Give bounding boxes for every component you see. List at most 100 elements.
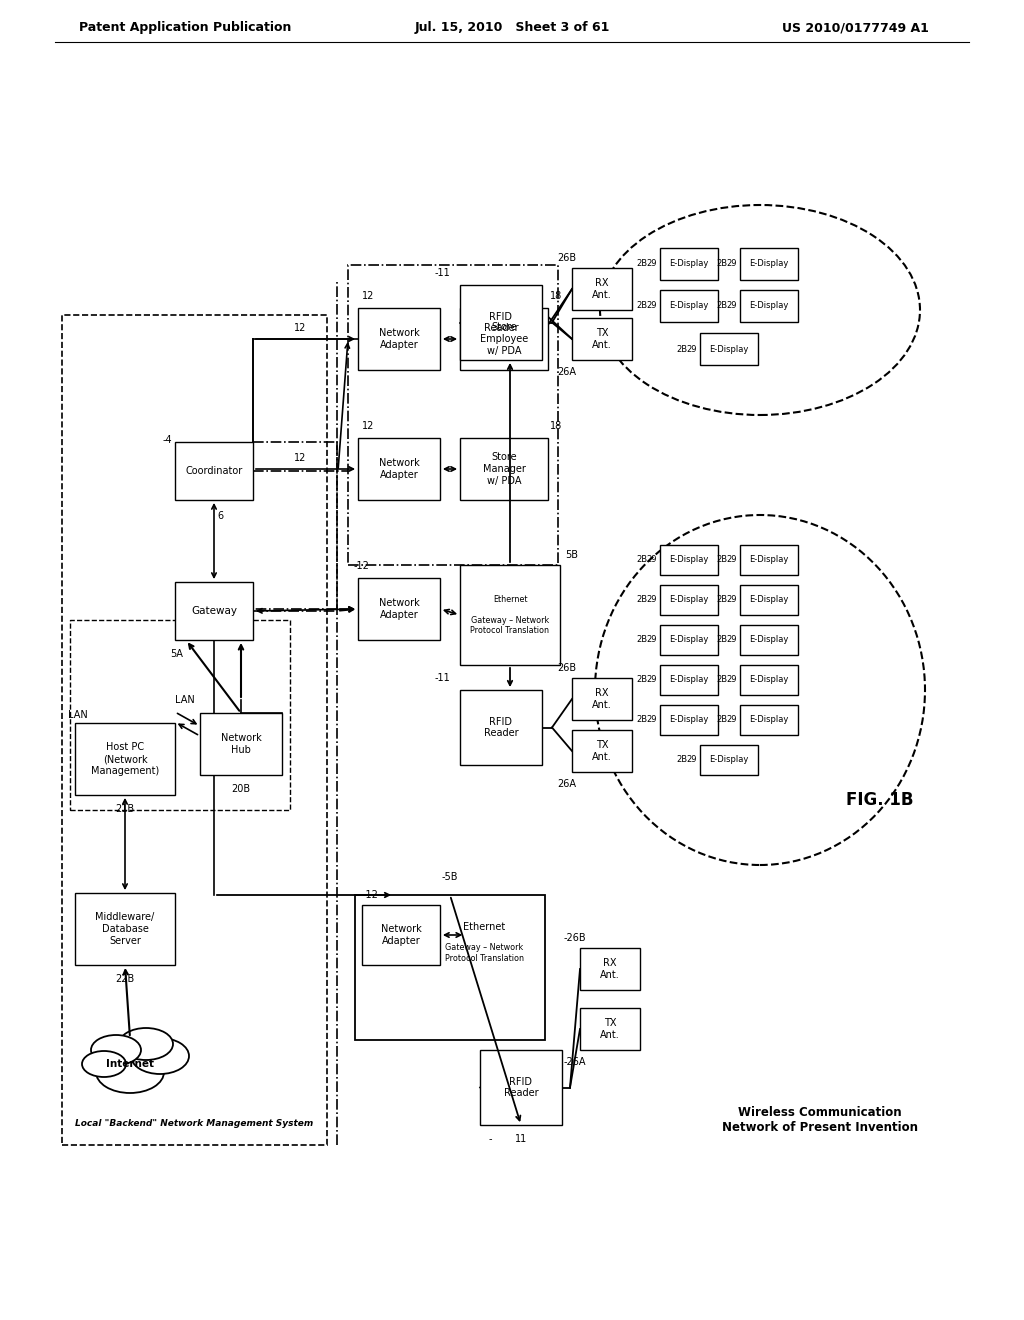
FancyBboxPatch shape [75, 894, 175, 965]
Text: E-Display: E-Display [750, 595, 788, 605]
Text: 29: 29 [647, 260, 657, 268]
FancyBboxPatch shape [660, 545, 718, 576]
Text: Network
Adapter: Network Adapter [379, 329, 420, 350]
FancyBboxPatch shape [460, 565, 560, 665]
FancyBboxPatch shape [362, 906, 440, 965]
Text: 18: 18 [550, 290, 562, 301]
Text: E-Display: E-Display [670, 301, 709, 310]
Text: 29: 29 [727, 260, 737, 268]
Text: 29: 29 [647, 595, 657, 605]
FancyBboxPatch shape [200, 713, 282, 775]
Text: 2B: 2B [717, 301, 728, 310]
Text: Store
Employee
w/ PDA: Store Employee w/ PDA [480, 322, 528, 355]
Text: 29: 29 [727, 595, 737, 605]
FancyBboxPatch shape [175, 582, 253, 640]
Text: 12: 12 [294, 453, 306, 463]
Text: -5B: -5B [441, 873, 459, 882]
Text: Network
Adapter: Network Adapter [379, 598, 420, 620]
FancyBboxPatch shape [572, 730, 632, 772]
Text: 29: 29 [727, 635, 737, 644]
Ellipse shape [119, 1028, 173, 1060]
Text: E-Display: E-Display [750, 556, 788, 565]
Text: 2B: 2B [637, 260, 647, 268]
Text: 29: 29 [647, 676, 657, 685]
Text: 2B: 2B [637, 556, 647, 565]
Text: RFID
Reader: RFID Reader [504, 1077, 539, 1098]
Text: E-Display: E-Display [670, 260, 709, 268]
Text: LAN: LAN [69, 710, 88, 719]
Text: Local "Backend" Network Management System: Local "Backend" Network Management Syste… [76, 1118, 313, 1127]
FancyBboxPatch shape [740, 248, 798, 280]
Text: Gateway: Gateway [191, 606, 237, 616]
FancyBboxPatch shape [740, 665, 798, 696]
Text: -26A: -26A [564, 1057, 587, 1067]
Text: 2B: 2B [717, 260, 728, 268]
FancyBboxPatch shape [460, 438, 548, 500]
Text: Coordinator: Coordinator [185, 466, 243, 477]
Text: RX
Ant.: RX Ant. [600, 958, 620, 979]
FancyBboxPatch shape [480, 1049, 562, 1125]
FancyBboxPatch shape [660, 585, 718, 615]
FancyBboxPatch shape [660, 624, 718, 655]
FancyBboxPatch shape [460, 285, 542, 360]
Text: 20B: 20B [231, 784, 251, 795]
Text: 29: 29 [727, 715, 737, 725]
Text: E-Display: E-Display [710, 755, 749, 764]
FancyBboxPatch shape [355, 895, 545, 1040]
FancyBboxPatch shape [740, 585, 798, 615]
Text: 2B: 2B [717, 635, 728, 644]
Text: LAN: LAN [175, 696, 195, 705]
Text: -11: -11 [434, 268, 450, 279]
Text: 29: 29 [647, 715, 657, 725]
FancyBboxPatch shape [358, 438, 440, 500]
Text: 29: 29 [647, 301, 657, 310]
Text: 2B: 2B [637, 676, 647, 685]
Text: Network
Adapter: Network Adapter [381, 924, 421, 946]
Text: E-Display: E-Display [670, 556, 709, 565]
Text: RFID
Reader: RFID Reader [483, 312, 518, 333]
Ellipse shape [131, 1038, 189, 1074]
FancyBboxPatch shape [75, 723, 175, 795]
Text: 26B: 26B [557, 253, 577, 263]
FancyBboxPatch shape [660, 705, 718, 735]
Text: 29: 29 [687, 345, 697, 354]
Text: RFID
Reader: RFID Reader [483, 717, 518, 738]
Text: -12: -12 [362, 890, 378, 900]
Text: Store
Manager
w/ PDA: Store Manager w/ PDA [482, 453, 525, 486]
Text: E-Display: E-Display [750, 676, 788, 685]
Text: 5B: 5B [565, 550, 579, 560]
Text: 2B: 2B [677, 755, 687, 764]
Text: E-Display: E-Display [750, 301, 788, 310]
FancyBboxPatch shape [358, 308, 440, 370]
Text: Network
Adapter: Network Adapter [379, 458, 420, 479]
FancyBboxPatch shape [460, 308, 548, 370]
Text: E-Display: E-Display [750, 715, 788, 725]
Text: 29: 29 [647, 635, 657, 644]
Text: 12: 12 [361, 421, 374, 432]
Text: Host PC
(Network
Management): Host PC (Network Management) [91, 742, 159, 776]
Text: 2B: 2B [637, 715, 647, 725]
Text: E-Display: E-Display [710, 345, 749, 354]
Text: TX
Ant.: TX Ant. [592, 329, 612, 350]
Text: Wireless Communication
Network of Present Invention: Wireless Communication Network of Presen… [722, 1106, 918, 1134]
Text: E-Display: E-Display [670, 595, 709, 605]
FancyBboxPatch shape [740, 624, 798, 655]
Text: 29: 29 [687, 755, 697, 764]
Text: -4: -4 [162, 436, 172, 445]
FancyBboxPatch shape [358, 578, 440, 640]
Text: 2B: 2B [717, 715, 728, 725]
Text: 29: 29 [727, 301, 737, 310]
Text: Gateway – Network
Protocol Translation: Gateway – Network Protocol Translation [444, 944, 523, 962]
Text: 29: 29 [727, 556, 737, 565]
Text: -12: -12 [353, 561, 369, 572]
FancyBboxPatch shape [700, 333, 758, 366]
Text: Ethernet

Gateway – Network
Protocol Translation: Ethernet Gateway – Network Protocol Tran… [470, 595, 550, 635]
Text: Network
Hub: Network Hub [220, 733, 261, 755]
FancyBboxPatch shape [572, 268, 632, 310]
FancyBboxPatch shape [580, 1008, 640, 1049]
Ellipse shape [96, 1051, 164, 1093]
Text: Patent Application Publication: Patent Application Publication [79, 21, 291, 34]
Text: 2B: 2B [717, 556, 728, 565]
Ellipse shape [82, 1051, 126, 1077]
Text: 2B: 2B [637, 595, 647, 605]
